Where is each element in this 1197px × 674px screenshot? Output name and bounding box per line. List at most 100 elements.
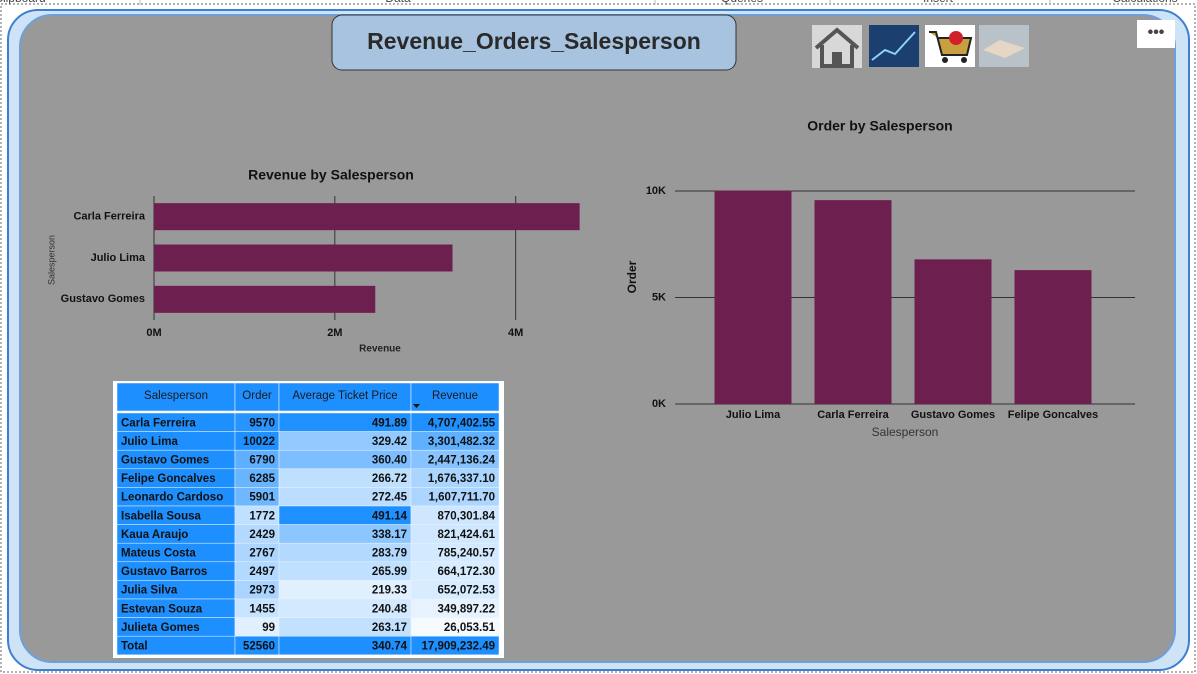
more-dots: ••• [1148,24,1165,41]
nav-icons[interactable] [812,25,1029,68]
y-tick-label: 0K [652,398,666,410]
cell-text: Total [121,641,148,653]
bar [154,203,580,231]
cell-text: Estevan Souza [121,603,203,615]
cell-text: 4,707,402.55 [428,417,496,429]
bar [714,190,792,404]
cell-text: 263.17 [372,622,407,634]
cell-text: Julia Silva [121,585,178,597]
y-tick-label: 10K [646,185,666,197]
home-door [832,52,842,66]
cell-text: 2973 [249,585,275,597]
cell-text: 2767 [249,548,275,560]
ribbon-label: Clipboard [0,0,46,5]
x-tick-label: 0M [146,327,161,339]
cell-text: 272.45 [372,492,408,504]
x-tick-label: 4M [508,327,523,339]
cell-text: Felipe Goncalves [121,473,216,485]
cell-text: 664,172.30 [437,566,495,578]
cell-text: 340.74 [372,641,408,653]
y-axis-label: Order [625,260,639,293]
cell-text: 349,897.22 [437,603,495,615]
finance-icon[interactable] [869,25,919,67]
cell-text: Carla Ferreira [121,417,196,429]
bar [814,200,892,404]
chart-title: Revenue by Salesperson [248,167,414,183]
y-tick-label: Carla Ferreira [73,211,145,223]
cell-text: 1772 [249,510,275,522]
column-header: Revenue [432,390,478,402]
y-tick-label: 5K [652,291,666,303]
cell-text: Mateus Costa [121,548,196,560]
x-axis-label: Revenue [359,344,401,355]
cell-text: 329.42 [372,436,407,448]
x-tick-label: 2M [327,327,342,339]
cell-text: Gustavo Gomes [121,455,209,467]
cell-text: 3,301,482.32 [428,436,495,448]
cell-text: 1,607,711.70 [428,492,495,504]
x-tick-label: Felipe Goncalves [1008,409,1098,421]
cell-text: Gustavo Barros [121,566,207,578]
cell-text: 17,909,232.49 [421,641,495,653]
cell-text: 2497 [249,566,275,578]
cell-text: 52560 [243,641,275,653]
cell-text: 26,053.51 [444,622,496,634]
cell-text: 6285 [249,473,275,485]
cell-text: 360.40 [372,455,407,467]
cell-text: 338.17 [372,529,407,541]
chart-title: Order by Salesperson [807,118,953,134]
cell-text: Julieta Gomes [121,622,200,634]
bar [914,259,992,404]
cell-text: 870,301.84 [437,510,495,522]
x-tick-label: Gustavo Gomes [911,409,995,421]
cell-text: 283.79 [372,548,407,560]
sort-arrow [413,404,420,408]
x-tick-label: Julio Lima [726,409,781,421]
cell-text: 491.14 [372,510,408,522]
x-axis-label: Salesperson [872,425,939,439]
table-cell [410,635,500,656]
ribbon-label: Data [385,0,411,5]
cell-text: 1,676,337.10 [428,473,495,485]
more-button[interactable] [1137,20,1175,48]
cart-wheel [961,57,967,63]
cell-text: 265.99 [372,566,407,578]
cell-text: 6790 [249,455,275,467]
cell-text: 240.48 [372,603,408,615]
cell-text: 219.33 [372,585,407,597]
cell-text: Leonardo Cardoso [121,492,223,504]
bar [154,244,453,272]
y-tick-label: Julio Lima [91,252,146,264]
page-title: Revenue_Orders_Salesperson [367,28,701,54]
header-cell [234,382,280,412]
cell-text: 785,240.57 [437,548,495,560]
cart-badge [949,31,963,45]
cart-shape [929,31,973,56]
cell-text: 10022 [243,436,275,448]
y-tick-label: Gustavo Gomes [61,293,145,305]
ribbon-label: Queries [721,0,763,5]
finance-shape [871,31,916,61]
cell-text: 491.89 [372,417,407,429]
header-cell [116,382,236,412]
header-cell [278,382,412,412]
cell-text: 2,447,136.24 [428,455,496,467]
cell-text: 266.72 [372,473,407,485]
column-header: Salesperson [144,390,208,402]
cell-text: 5901 [249,492,275,504]
cell-text: 821,424.61 [437,529,495,541]
column-header: Average Ticket Price [292,390,397,402]
x-tick-label: Carla Ferreira [817,409,889,421]
ribbon-label: Calculations [1112,0,1177,5]
cart-wheel [942,57,948,63]
title-box [331,14,737,71]
bar [154,285,376,313]
cell-text: 99 [262,622,275,634]
bar [1014,270,1092,404]
ribbon-label: Insert [923,0,954,5]
column-header: Order [242,390,272,402]
cell-text: 9570 [249,417,275,429]
cell-text: 652,072.53 [437,585,495,597]
cell-text: Isabella Sousa [121,510,202,522]
